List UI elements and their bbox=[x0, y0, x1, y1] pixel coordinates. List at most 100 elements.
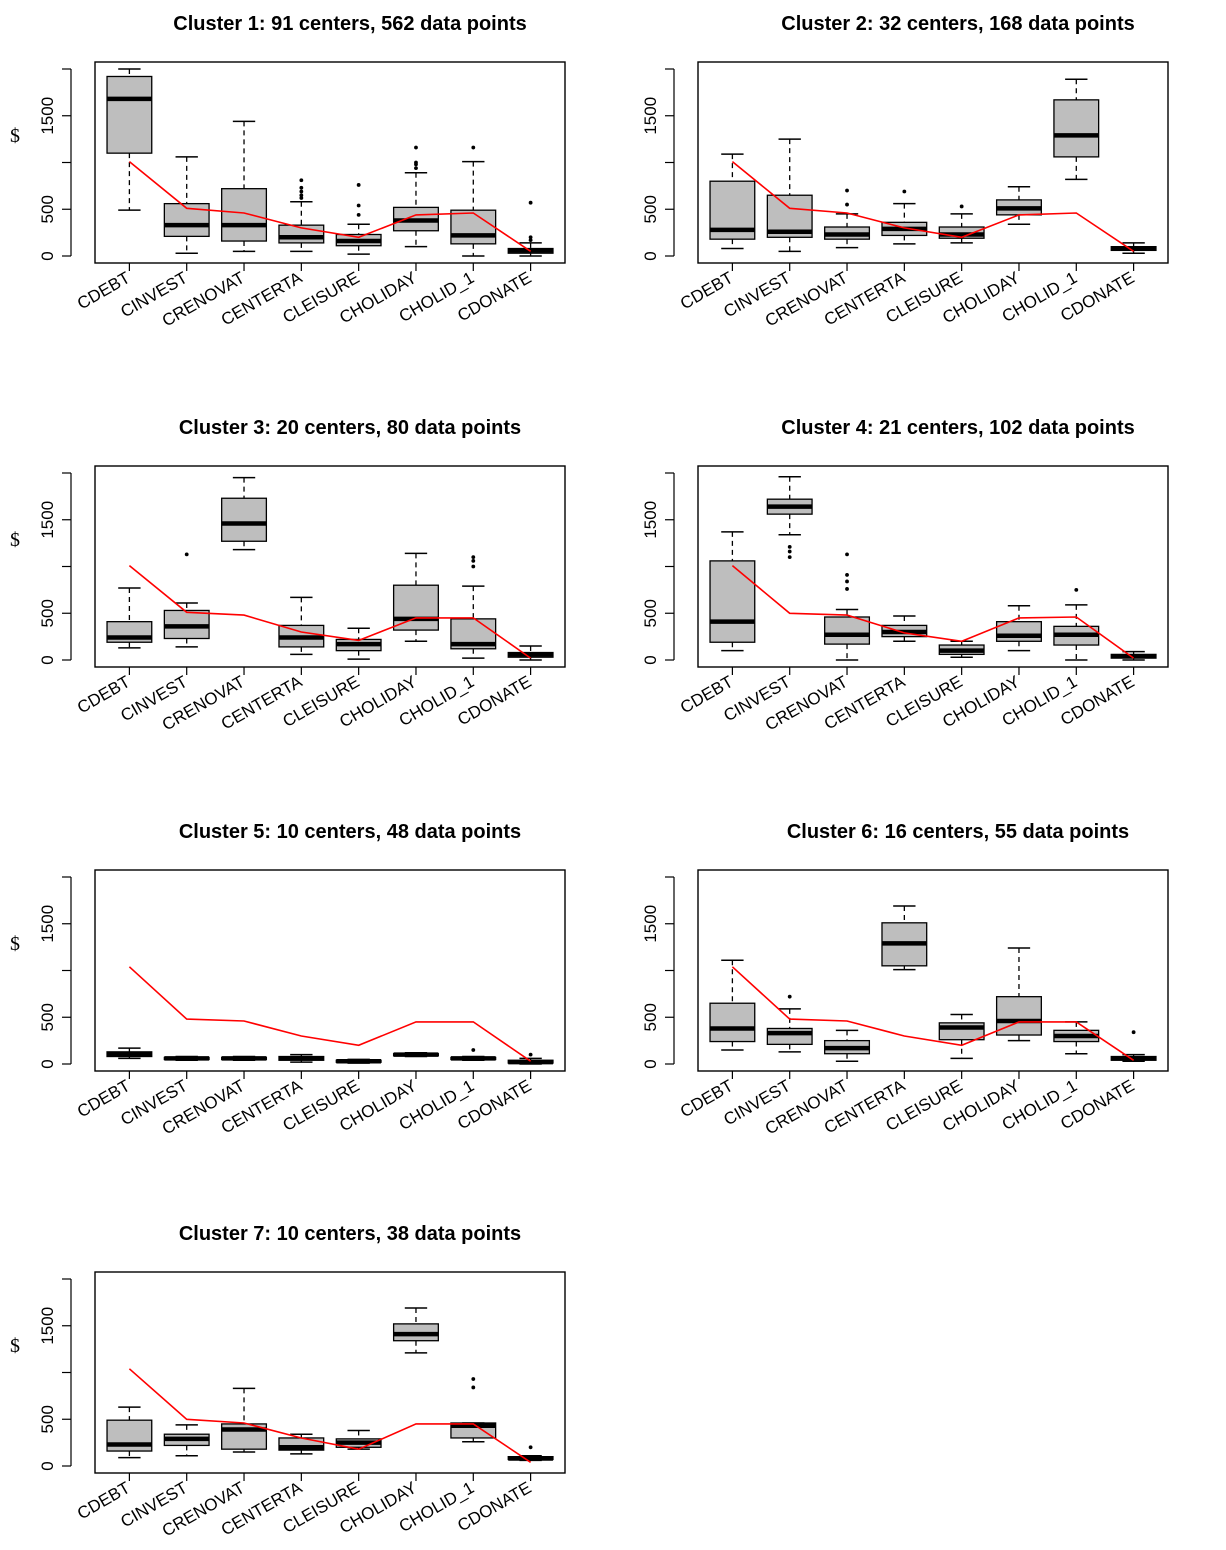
box-centerta bbox=[881, 189, 928, 245]
box-crenovat bbox=[221, 1387, 268, 1453]
panel-title: Cluster 3: 20 centers, 80 data points bbox=[179, 417, 521, 439]
outlier-point bbox=[414, 145, 418, 150]
y-tick-label: 1500 bbox=[38, 905, 57, 943]
y-tick-label: 500 bbox=[38, 1003, 57, 1031]
outlier-point bbox=[845, 573, 849, 577]
outlier-point bbox=[299, 189, 304, 194]
box-cholid_1 bbox=[450, 1048, 497, 1062]
box-cinvest bbox=[163, 552, 210, 648]
box-choliday bbox=[392, 552, 439, 643]
outlier-point bbox=[471, 555, 476, 560]
box-cdebt bbox=[709, 153, 756, 250]
box-crenovat bbox=[824, 552, 871, 661]
box-centerta bbox=[278, 178, 325, 253]
box-cholid_1 bbox=[1053, 587, 1100, 661]
iqr-box bbox=[766, 1027, 813, 1046]
outlier-point bbox=[471, 1377, 476, 1381]
iqr-box bbox=[995, 996, 1042, 1036]
box-cdebt bbox=[106, 68, 153, 211]
box-cleisure bbox=[335, 183, 382, 255]
outlier-point bbox=[471, 1048, 476, 1052]
box-cleisure bbox=[335, 627, 382, 660]
box-cdebt bbox=[106, 1047, 153, 1060]
y-tick-label: 500 bbox=[641, 195, 660, 223]
outlier-point bbox=[184, 552, 189, 557]
box-crenovat bbox=[221, 120, 268, 253]
box-cholid_1 bbox=[1053, 1021, 1100, 1055]
panel-cluster-2: Cluster 2: 32 centers, 168 data points 0 5… bbox=[641, 13, 1169, 330]
box-cdonate bbox=[507, 1052, 554, 1065]
box-centerta bbox=[881, 615, 928, 643]
plot-frame bbox=[94, 61, 566, 264]
outlier-point bbox=[959, 204, 964, 209]
box-choliday bbox=[392, 1307, 439, 1354]
outlier-point bbox=[787, 544, 792, 549]
panel-cluster-5: Cluster 5: 10 centers, 48 data points $0 5… bbox=[10, 821, 566, 1138]
iqr-box bbox=[106, 75, 153, 154]
box-crenovat bbox=[824, 188, 871, 249]
panel-cluster-1: Cluster 1: 91 centers, 562 data points $0… bbox=[10, 13, 566, 330]
outlier-point bbox=[528, 235, 533, 240]
y-axis-label: $ bbox=[10, 933, 20, 955]
outlier-point bbox=[787, 994, 792, 999]
plot-frame bbox=[697, 61, 1169, 264]
outlier-point bbox=[299, 185, 304, 190]
y-tick-label: 500 bbox=[38, 1405, 57, 1433]
box-cdebt bbox=[709, 959, 756, 1051]
box-cdonate bbox=[1110, 650, 1157, 661]
iqr-box bbox=[1053, 99, 1100, 158]
box-cinvest bbox=[163, 156, 210, 254]
iqr-box bbox=[824, 616, 871, 645]
box-choliday bbox=[995, 186, 1042, 225]
box-crenovat bbox=[824, 1029, 871, 1062]
box-choliday bbox=[995, 605, 1042, 652]
box-cdonate bbox=[507, 1445, 554, 1462]
y-tick-label: 1500 bbox=[38, 97, 57, 135]
box-cinvest bbox=[163, 1055, 210, 1062]
overall-profile-line bbox=[731, 966, 1135, 1061]
y-tick-label: 0 bbox=[38, 1461, 57, 1470]
iqr-box bbox=[392, 584, 439, 631]
iqr-box bbox=[709, 1002, 756, 1043]
box-cinvest bbox=[766, 475, 813, 560]
y-tick-label: 1500 bbox=[641, 905, 660, 943]
outlier-point bbox=[528, 1052, 533, 1057]
outlier-point bbox=[471, 558, 476, 563]
y-tick-label: 0 bbox=[38, 655, 57, 664]
outlier-point bbox=[299, 193, 304, 198]
plot-frame bbox=[94, 1271, 566, 1474]
overall-profile-line bbox=[731, 564, 1135, 659]
box-centerta bbox=[278, 1053, 325, 1063]
box-centerta bbox=[278, 1433, 325, 1455]
box-cholid_1 bbox=[1053, 78, 1100, 181]
overall-profile-line bbox=[128, 966, 532, 1062]
y-axis-label: $ bbox=[10, 1335, 20, 1357]
box-cdebt bbox=[106, 1406, 153, 1459]
outlier-point bbox=[356, 203, 361, 208]
box-cdebt bbox=[709, 531, 756, 652]
box-cleisure bbox=[335, 1058, 382, 1064]
y-tick-label: 0 bbox=[38, 1059, 57, 1068]
outlier-point bbox=[787, 555, 792, 560]
box-cholid_1 bbox=[450, 145, 497, 257]
plot-frame bbox=[94, 465, 566, 668]
outlier-point bbox=[414, 166, 418, 171]
box-cleisure bbox=[938, 1013, 985, 1060]
box-crenovat bbox=[221, 476, 268, 551]
outlier-point bbox=[845, 579, 849, 584]
y-tick-label: 1500 bbox=[38, 1307, 57, 1345]
overall-profile-line bbox=[128, 1368, 532, 1463]
iqr-box bbox=[221, 188, 268, 242]
panel-cluster-6: Cluster 6: 16 centers, 55 data points 0 50… bbox=[641, 821, 1169, 1138]
box-cinvest bbox=[163, 1424, 210, 1457]
y-tick-label: 0 bbox=[641, 251, 660, 260]
box-centerta bbox=[278, 596, 325, 656]
outlier-point bbox=[845, 202, 849, 207]
box-choliday bbox=[995, 947, 1042, 1042]
outlier-point bbox=[471, 1385, 476, 1390]
overall-profile-line bbox=[128, 564, 532, 659]
iqr-box bbox=[450, 209, 497, 245]
iqr-box bbox=[221, 497, 268, 542]
outlier-point bbox=[471, 564, 476, 569]
